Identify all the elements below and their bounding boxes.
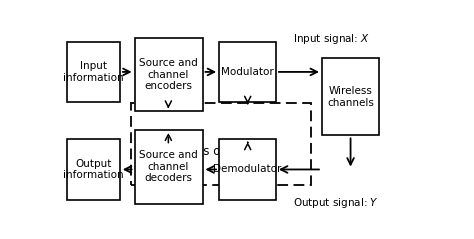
Text: Output signal: $Y$: Output signal: $Y$	[292, 196, 378, 210]
Text: Modulator: Modulator	[221, 67, 274, 77]
Text: Source and
channel
encoders: Source and channel encoders	[139, 58, 198, 91]
Text: Output
information: Output information	[63, 159, 124, 180]
FancyBboxPatch shape	[66, 139, 120, 200]
FancyBboxPatch shape	[322, 58, 379, 136]
Text: Various optimizers: Various optimizers	[166, 145, 276, 158]
FancyBboxPatch shape	[66, 42, 120, 102]
Text: Input
information: Input information	[63, 61, 124, 83]
Text: Input signal: $X$: Input signal: $X$	[292, 32, 369, 46]
FancyBboxPatch shape	[135, 130, 202, 204]
Text: Source and
channel
decoders: Source and channel decoders	[139, 150, 198, 183]
Text: Demodulator: Demodulator	[213, 164, 282, 174]
Text: Wireless
channels: Wireless channels	[327, 86, 374, 108]
FancyBboxPatch shape	[131, 103, 311, 185]
FancyBboxPatch shape	[219, 42, 276, 102]
FancyBboxPatch shape	[135, 38, 202, 111]
FancyBboxPatch shape	[219, 139, 276, 200]
